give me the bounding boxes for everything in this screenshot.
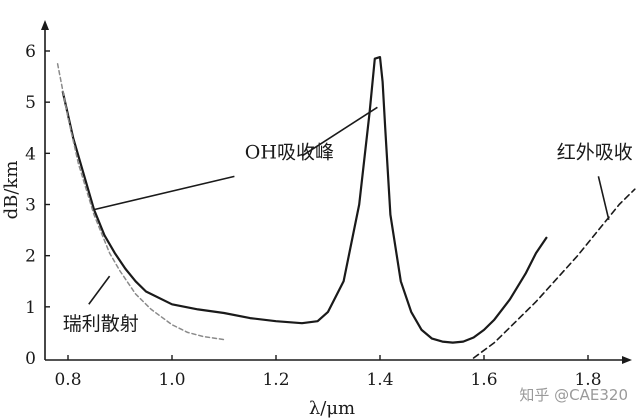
annotation-label: 瑞利散射 (63, 313, 139, 335)
x-tick-label: 1.2 (262, 370, 289, 390)
y-axis-arrow (41, 20, 49, 30)
y-tick-label: 3 (25, 196, 36, 216)
annotation-leader-line (88, 275, 111, 305)
x-tick-group: 0.8 1.0 1.2 1.4 1.6 1.8 (54, 355, 602, 390)
y-tick-group: 0 1 2 3 4 5 6 (25, 42, 50, 369)
y-tick-label: 6 (25, 42, 36, 62)
annotation-label: OH吸收峰 (245, 141, 334, 163)
y-tick-label: 1 (25, 298, 36, 318)
x-tick-label: 1.6 (470, 370, 497, 390)
y-tick-label: 0 (25, 349, 36, 369)
watermark: 知乎 @CAE320 (519, 386, 628, 404)
x-axis-title: λ/μm (309, 398, 355, 419)
x-tick-label: 1.8 (574, 370, 601, 390)
y-tick-label: 2 (25, 247, 36, 267)
infrared-absorption-curve (472, 188, 636, 359)
annotation-label: 红外吸收 (557, 141, 633, 163)
annotation-leader-line (93, 175, 235, 211)
x-tick-label: 1.4 (366, 370, 393, 390)
x-tick-label: 1.0 (158, 370, 185, 390)
x-tick-label: 0.8 (54, 370, 81, 390)
y-tick-label: 5 (25, 93, 36, 113)
y-tick-label: 4 (25, 144, 36, 164)
series-group (56, 56, 636, 359)
y-axis-title: dB/km (1, 161, 22, 220)
x-axis-arrow (622, 356, 632, 364)
annotation-leader-line (301, 106, 378, 157)
rayleigh-scattering-curve (56, 63, 225, 341)
annotation-leader-line (597, 176, 610, 221)
